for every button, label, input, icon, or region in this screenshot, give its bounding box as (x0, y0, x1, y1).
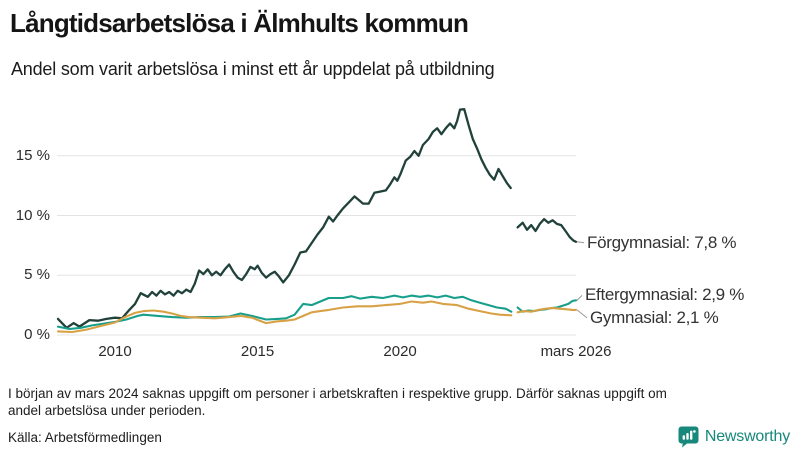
x-tick-label: 2020 (383, 343, 417, 360)
x-tick-label: 2010 (98, 343, 132, 360)
series-line-gymnasial (56, 300, 513, 334)
y-tick-label: 15 % (15, 146, 50, 164)
newsworthy-logo-icon (678, 426, 699, 448)
source-label: Källa: Arbetsförmedlingen (8, 430, 162, 445)
series-line-förgymnasial (516, 217, 578, 243)
newsworthy-wordmark: Newsworthy (704, 428, 790, 445)
series-label-förgymnasial: Förgymnasial: 7,8 % (587, 232, 737, 252)
y-tick-label: 5 % (24, 266, 50, 284)
y-tick-label: 0 % (24, 326, 50, 343)
x-tick-label: mars 2026 (540, 343, 612, 360)
series-line-eftergymnasial (56, 294, 513, 331)
series-line-gymnasial (516, 307, 578, 314)
label-connector (576, 241, 585, 244)
series-label-gymnasial: Gymnasial: 2,1 % (590, 307, 719, 327)
x-tick-label: 2015 (240, 343, 275, 360)
label-connector (576, 294, 583, 301)
newsworthy-logo[interactable]: Newsworthy (678, 426, 790, 448)
footnote-line-1: I början av mars 2024 saknas uppgift om … (8, 386, 667, 401)
footnote-line-2: andel arbetslösa under perioden. (8, 403, 206, 418)
series-label-eftergymnasial: Eftergymnasial: 2,9 % (585, 285, 745, 305)
label-connector (576, 309, 588, 319)
page-subtitle: Andel som varit arbetslösa i minst ett å… (11, 59, 495, 79)
footnote: I början av mars 2024 saknas uppgift om … (8, 385, 667, 419)
page-title: Långtidsarbetslösa i Älmhults kommun (10, 8, 469, 38)
series-line-förgymnasial (56, 107, 512, 329)
y-tick-label: 10 % (15, 206, 50, 224)
